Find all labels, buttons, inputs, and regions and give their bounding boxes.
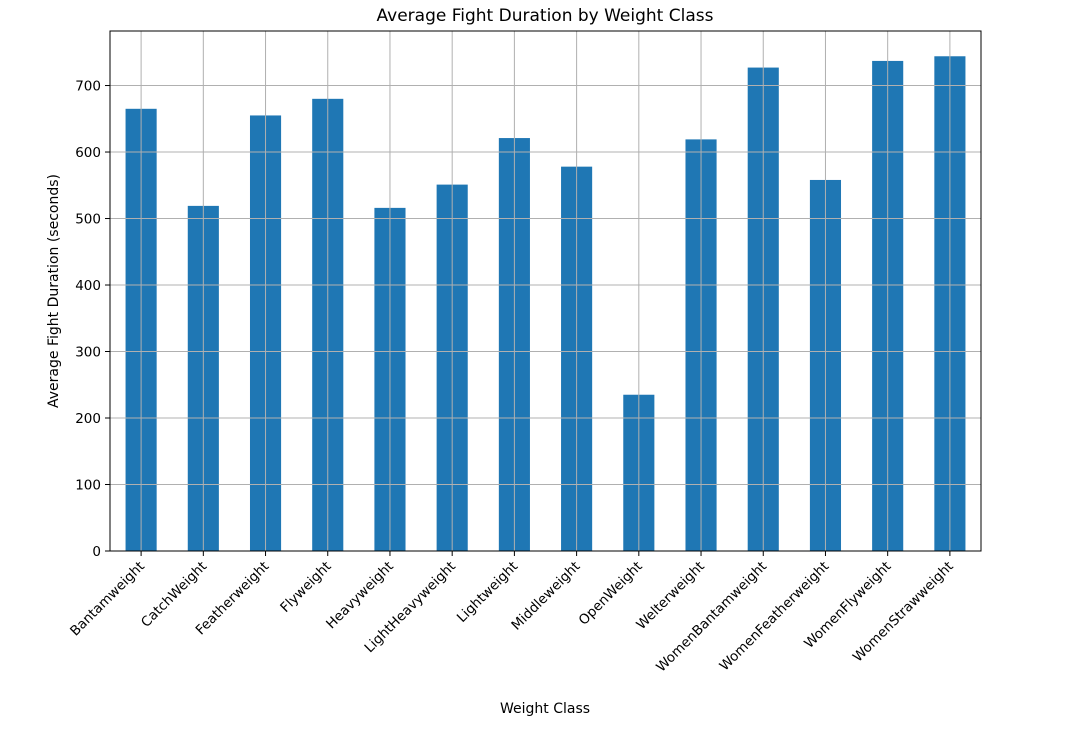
y-tick-label: 600 [75, 145, 101, 161]
bars [125, 56, 966, 552]
x-tick-label: Flyweight [277, 559, 334, 616]
y-axis-label: Average Fight Duration (seconds) [46, 174, 62, 408]
y-tick-label: 700 [75, 79, 101, 95]
x-tick-label: OpenWeight [576, 559, 646, 629]
y-tick-label: 400 [75, 278, 101, 294]
y-tick-label: 200 [75, 411, 101, 427]
plot-frame [109, 30, 982, 552]
x-tick-label: Bantamweight [67, 559, 148, 640]
y-tick-label: 500 [75, 212, 101, 228]
x-tick-label: Lightweight [454, 559, 521, 626]
y-axis-ticks: 0 100 200 300 400 500 600 700 [75, 79, 110, 560]
y-tick-label: 100 [75, 478, 101, 494]
chart-title: Average Fight Duration by Weight Class [377, 6, 714, 26]
y-tick-label: 300 [75, 345, 101, 361]
x-tick-label: WomenFeatherweight [717, 559, 833, 675]
x-axis-label: Weight Class [500, 701, 590, 717]
grid-lines [110, 31, 981, 552]
x-tick-label: WomenBantamweight [653, 559, 770, 676]
y-tick-label: 0 [92, 544, 101, 560]
